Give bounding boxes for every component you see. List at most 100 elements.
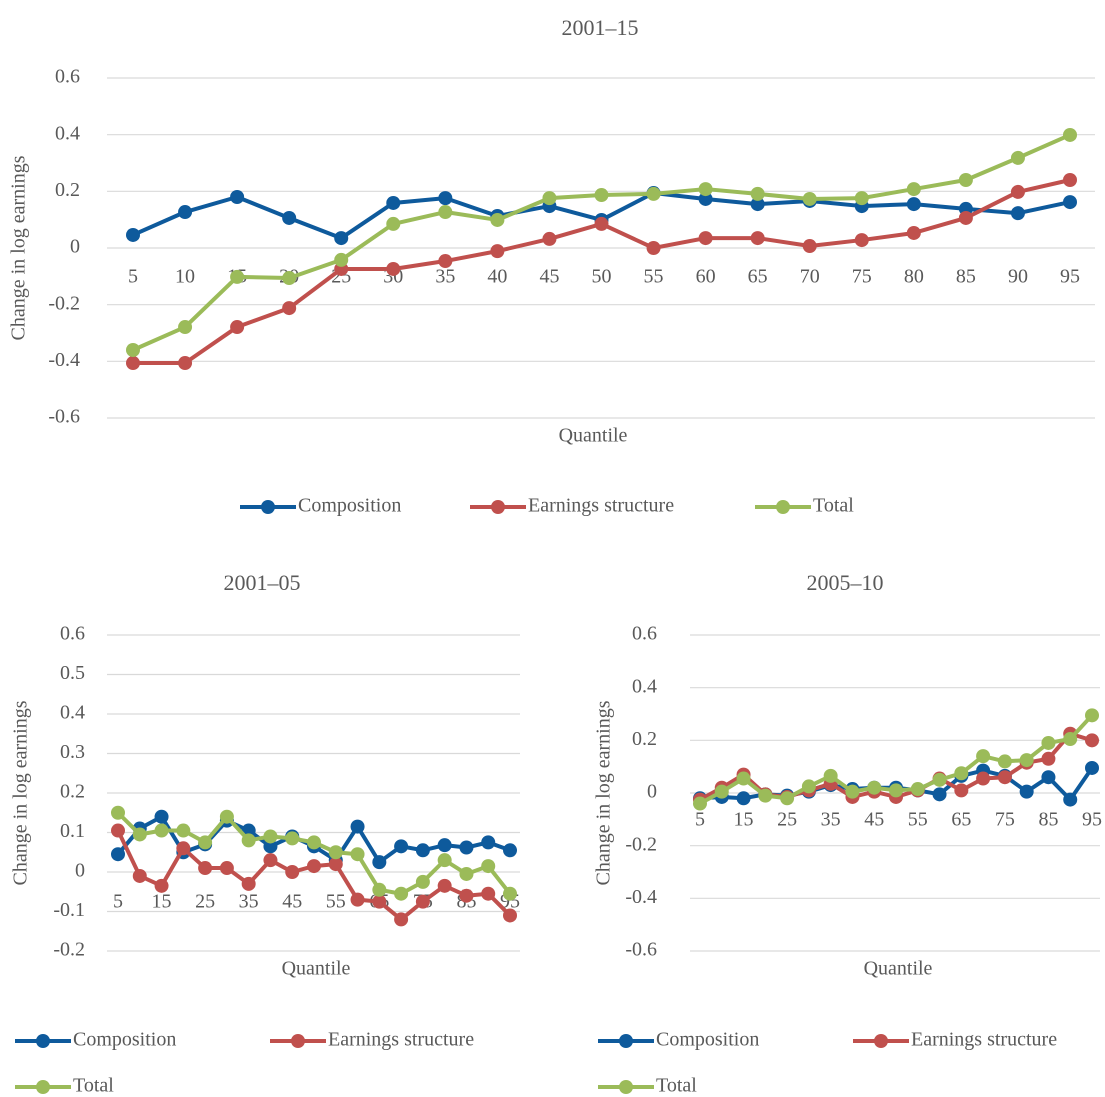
point bbox=[437, 853, 452, 868]
x-tick-label: 80 bbox=[904, 266, 924, 288]
point bbox=[503, 908, 517, 923]
y-tick-label: 0.6 bbox=[55, 66, 80, 88]
point bbox=[1041, 770, 1056, 785]
point bbox=[176, 841, 191, 856]
point bbox=[198, 861, 213, 876]
point bbox=[1041, 735, 1056, 750]
point bbox=[854, 191, 869, 206]
x-tick-label: 95 bbox=[1060, 266, 1080, 288]
x-tick-label: 5 bbox=[128, 266, 138, 288]
legend-marker bbox=[619, 1080, 633, 1094]
point bbox=[958, 210, 973, 225]
legend-marker bbox=[619, 1034, 633, 1048]
point bbox=[954, 783, 969, 798]
point bbox=[282, 210, 297, 225]
y-tick-label: -0.2 bbox=[48, 292, 80, 314]
chart: 2001–15 Change in log earnings Quantile -0.… bbox=[8, 15, 1095, 517]
point bbox=[1019, 753, 1034, 768]
y-tick-label: 0.5 bbox=[60, 662, 85, 684]
point bbox=[154, 823, 169, 838]
x-tick-label: 35 bbox=[239, 891, 259, 913]
legend-label: Composition bbox=[298, 495, 401, 517]
y-tick-label: -0.2 bbox=[53, 939, 85, 961]
x-tick-label: 5 bbox=[695, 809, 705, 831]
y-tick-label: 0 bbox=[75, 860, 85, 882]
legend-label: Total bbox=[813, 495, 854, 517]
series-line bbox=[132, 133, 1071, 352]
point bbox=[1010, 206, 1025, 221]
chart: 2005–10 Change in log earnings Quantile -0.… bbox=[593, 570, 1102, 1097]
point bbox=[1063, 792, 1078, 807]
point bbox=[154, 878, 169, 893]
point bbox=[1010, 184, 1025, 199]
x-tick-label: 25 bbox=[777, 809, 797, 831]
y-tick-label: -0.6 bbox=[625, 939, 657, 961]
point bbox=[801, 779, 816, 794]
point bbox=[1063, 127, 1077, 142]
point bbox=[736, 791, 751, 806]
y-tick-label: 0.2 bbox=[632, 728, 657, 750]
chart-title: 2005–10 bbox=[807, 570, 884, 595]
point bbox=[438, 191, 453, 206]
y-tick-label: 0.4 bbox=[55, 122, 80, 144]
y-tick-label: 0.4 bbox=[632, 675, 657, 697]
point bbox=[438, 205, 453, 220]
point bbox=[889, 783, 903, 798]
point bbox=[126, 227, 140, 242]
y-tick-label: -0.4 bbox=[48, 349, 80, 371]
x-tick-label: 25 bbox=[195, 891, 215, 913]
point bbox=[437, 838, 452, 853]
point bbox=[481, 835, 496, 850]
point bbox=[750, 197, 765, 212]
point bbox=[126, 343, 140, 357]
point bbox=[750, 186, 765, 201]
point bbox=[750, 231, 765, 246]
point bbox=[1063, 732, 1078, 747]
y-tick-label: 0.4 bbox=[60, 702, 85, 724]
point bbox=[1019, 784, 1034, 799]
x-tick-label: 75 bbox=[995, 809, 1015, 831]
y-axis-title: Change in log earnings bbox=[10, 700, 32, 885]
point bbox=[111, 847, 125, 862]
point bbox=[350, 847, 365, 862]
legend-label: Composition bbox=[73, 1029, 176, 1051]
point bbox=[997, 770, 1012, 785]
y-tick-label: 0.6 bbox=[60, 623, 85, 645]
x-tick-label: 90 bbox=[1008, 266, 1028, 288]
point bbox=[307, 835, 321, 850]
point bbox=[698, 231, 713, 246]
point bbox=[954, 766, 969, 781]
chart: 2001–05 Change in log earnings Quantile -0.… bbox=[10, 570, 520, 1097]
point bbox=[282, 271, 297, 286]
point bbox=[415, 894, 430, 909]
point bbox=[328, 857, 343, 872]
point bbox=[459, 888, 474, 903]
point bbox=[481, 859, 496, 874]
point bbox=[736, 771, 751, 786]
y-tick-label: 0.3 bbox=[60, 741, 85, 763]
legend-marker bbox=[491, 500, 505, 514]
point bbox=[334, 231, 349, 246]
point bbox=[481, 886, 496, 901]
x-tick-label: 85 bbox=[956, 266, 976, 288]
legend-label: Earnings structure bbox=[528, 495, 674, 517]
x-axis-title: Quantile bbox=[282, 958, 351, 980]
point bbox=[438, 254, 453, 269]
point bbox=[854, 233, 869, 248]
point bbox=[350, 819, 365, 834]
y-tick-label: -0.1 bbox=[53, 899, 85, 921]
point bbox=[394, 839, 409, 854]
point bbox=[802, 191, 817, 206]
y-axis-title: Change in log earnings bbox=[8, 155, 30, 340]
x-tick-label: 15 bbox=[152, 891, 172, 913]
y-tick-label: 0.2 bbox=[60, 781, 85, 803]
point bbox=[178, 205, 193, 220]
point bbox=[906, 225, 921, 240]
x-tick-label: 85 bbox=[1038, 809, 1058, 831]
point bbox=[976, 749, 991, 764]
legend-label: Earnings structure bbox=[328, 1029, 474, 1051]
point bbox=[111, 823, 125, 838]
point bbox=[386, 216, 401, 231]
point bbox=[867, 780, 882, 795]
x-tick-label: 40 bbox=[487, 266, 507, 288]
